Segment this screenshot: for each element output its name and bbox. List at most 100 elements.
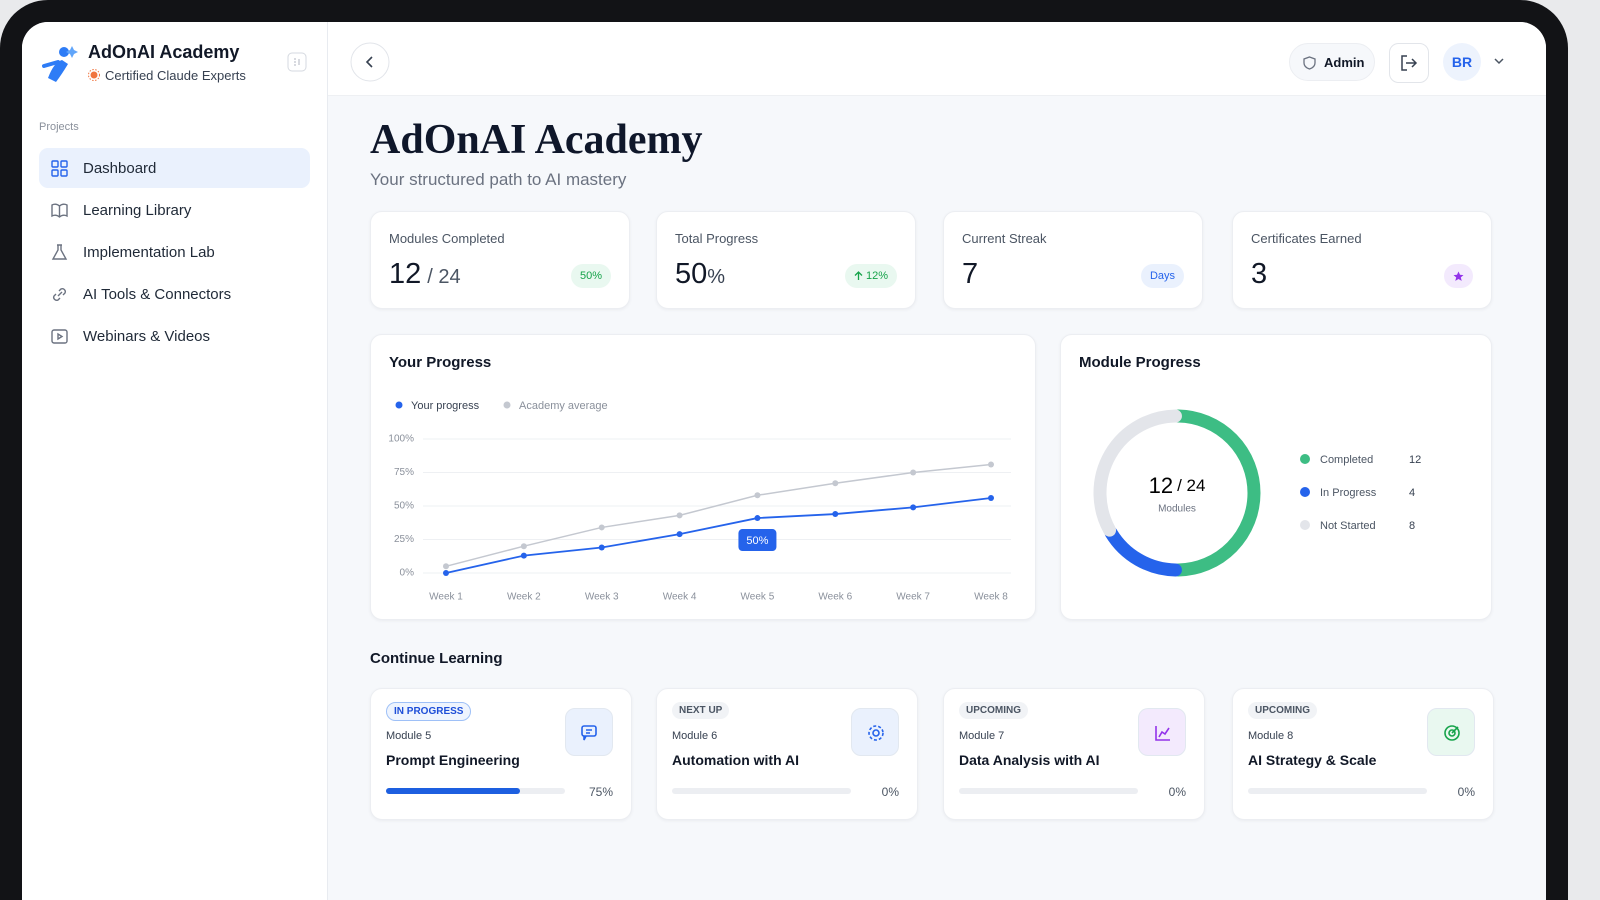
legend-marker xyxy=(1300,520,1310,530)
nav-item[interactable]: Dashboard xyxy=(39,148,310,188)
nav-item[interactable]: AI Tools & Connectors xyxy=(39,274,310,314)
stat-value: 12 xyxy=(389,258,422,290)
back-button[interactable] xyxy=(350,42,390,82)
donut-segment xyxy=(1093,409,1182,537)
legend-value: 8 xyxy=(1409,520,1415,532)
stat-label: Modules Completed xyxy=(389,231,505,246)
course-title: Automation with AI xyxy=(672,752,800,768)
topbar: Admin BR xyxy=(328,22,1546,96)
data-point xyxy=(598,524,605,531)
stat-card: Current Streak 7 Days xyxy=(943,211,1203,309)
legend-label: Your progress xyxy=(411,400,480,412)
course-card[interactable]: UPCOMING Module 8 AI Strategy & Scale 0% xyxy=(1232,688,1494,820)
legend-value: 4 xyxy=(1409,487,1415,499)
legend-label: Completed xyxy=(1320,454,1373,466)
module-label: Module 7 xyxy=(959,730,1005,742)
stat-label: Total Progress xyxy=(675,231,759,246)
donut-center-total: / 24 xyxy=(1177,476,1205,495)
nav-label: Learning Library xyxy=(83,201,192,219)
module-label: Module 5 xyxy=(386,730,432,742)
y-tick-label: 25% xyxy=(394,534,414,545)
data-point xyxy=(676,512,683,519)
stat-card: Certificates Earned 3 xyxy=(1232,211,1492,309)
stat-badge-text: Days xyxy=(1149,270,1175,282)
module-label: Module 6 xyxy=(672,730,718,742)
nav-item[interactable]: Implementation Lab xyxy=(39,232,310,272)
avatar[interactable]: BR xyxy=(1443,43,1481,81)
stat-label: Certificates Earned xyxy=(1251,231,1362,246)
x-tick-label: Week 6 xyxy=(818,592,852,603)
donut-center-value: 12 xyxy=(1149,473,1173,498)
data-point xyxy=(910,504,917,511)
status-badge: NEXT UP xyxy=(672,702,730,719)
y-tick-label: 50% xyxy=(394,501,414,512)
data-point xyxy=(520,543,527,550)
data-point xyxy=(988,461,994,468)
chart-title: Your Progress xyxy=(389,354,492,371)
section-label: Projects xyxy=(39,121,79,133)
progress-track xyxy=(672,788,851,794)
donut-center: 12/ 24 xyxy=(1149,473,1206,498)
role-pill[interactable]: Admin xyxy=(1289,43,1375,81)
data-point xyxy=(443,563,449,570)
y-tick-label: 0% xyxy=(400,568,415,579)
progress-track xyxy=(1248,788,1427,794)
status-badge: UPCOMING xyxy=(959,702,1028,719)
progress-label: 0% xyxy=(1168,785,1186,799)
course-icon xyxy=(1138,708,1186,756)
page-title: AdOnAI Academy xyxy=(370,117,703,163)
tooltip-label: 50% xyxy=(746,535,768,547)
section-title: Continue Learning xyxy=(370,650,503,667)
tagline: Certified Claude Experts xyxy=(105,68,246,83)
progress-track xyxy=(386,788,565,794)
progress-label: 75% xyxy=(588,785,613,799)
course-card[interactable]: UPCOMING Module 7 Data Analysis with AI 0% xyxy=(943,688,1205,820)
course-title: Prompt Engineering xyxy=(386,752,520,768)
series-line xyxy=(445,497,992,574)
course-card[interactable]: IN PROGRESS Module 5 Prompt Engineering 75% xyxy=(370,688,632,820)
course-card[interactable]: NEXT UP Module 6 Automation with AI 0% xyxy=(656,688,918,820)
series-line xyxy=(445,463,992,568)
stat-value-row: 50% xyxy=(675,258,725,291)
line-chart: Your progress Academy average 0% 25% 50% 75% 1… xyxy=(388,400,1011,603)
stat-badge: 50% xyxy=(570,264,611,288)
legend-label: In Progress xyxy=(1320,487,1377,499)
stat-card: Total Progress 50% 12% xyxy=(656,211,916,309)
nav-label: Implementation Lab xyxy=(83,243,215,261)
course-title: Data Analysis with AI xyxy=(959,752,1100,768)
sidebar: AdOnAI Academy Certified Claude Experts … xyxy=(22,22,328,900)
tagline-icon xyxy=(88,69,100,81)
avatar-menu-chevron[interactable] xyxy=(1493,57,1505,67)
stat-unit: % xyxy=(707,266,726,288)
stat-badge-text: 50% xyxy=(579,270,602,282)
x-tick-label: Week 7 xyxy=(896,592,930,603)
stat-value-row: 3 xyxy=(1251,258,1267,291)
x-tick-label: Week 8 xyxy=(974,592,1008,603)
x-tick-label: Week 3 xyxy=(585,592,619,603)
y-tick-label: 100% xyxy=(388,434,414,445)
legend-marker xyxy=(503,401,511,409)
status-badge: IN PROGRESS xyxy=(386,702,472,721)
data-point xyxy=(832,480,839,487)
stat-card: Modules Completed 12/ 24 50% xyxy=(370,211,630,309)
chart-title: Module Progress xyxy=(1079,354,1201,371)
nav-item[interactable]: Webinars & Videos xyxy=(39,316,310,356)
logout-button[interactable] xyxy=(1389,43,1429,83)
course-icon xyxy=(565,708,613,756)
data-point xyxy=(832,511,839,518)
module-label: Module 8 xyxy=(1248,730,1294,742)
donut-segment xyxy=(1104,526,1182,577)
module-chart-card: Module Progress Completed 12 In Progress 4 N… xyxy=(1060,334,1492,620)
course-title: AI Strategy & Scale xyxy=(1248,752,1377,768)
progress-track xyxy=(959,788,1138,794)
stat-value: 3 xyxy=(1251,258,1268,290)
stat-badge-text: 12% xyxy=(865,270,888,282)
collapse-button[interactable] xyxy=(287,52,307,72)
data-point xyxy=(988,494,994,501)
nav-item[interactable]: Learning Library xyxy=(39,190,310,230)
data-point xyxy=(910,469,917,476)
stat-value: 50 xyxy=(675,258,708,290)
